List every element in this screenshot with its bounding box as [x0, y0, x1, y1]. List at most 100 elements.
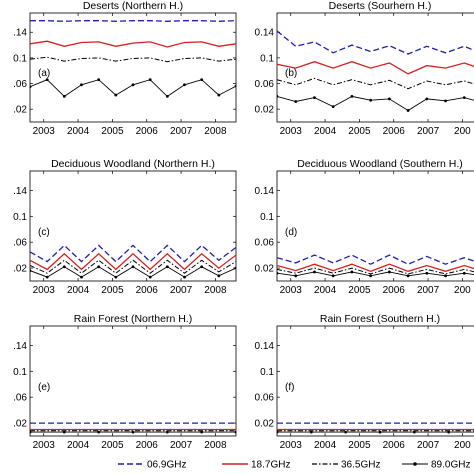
series-point [350, 270, 354, 274]
series-point [217, 274, 221, 278]
legend-label: 36.5GHz [341, 460, 380, 471]
series-point [131, 83, 135, 87]
series-line-89.0GHz [277, 95, 474, 112]
y-tick-label: .06 [13, 238, 27, 249]
x-tick-label: 2003 [33, 285, 56, 296]
series-point [200, 430, 204, 434]
y-tick-label: 0.1 [260, 53, 274, 64]
series-point [331, 274, 335, 278]
series-point [425, 97, 429, 101]
series-line-06.9GHz [30, 244, 236, 263]
series-line-18.7GHz [30, 252, 236, 271]
series-point [369, 274, 373, 278]
series-point [183, 83, 186, 87]
panel-label: (d) [285, 227, 297, 238]
x-tick-label: 2004 [67, 126, 90, 137]
series-point [30, 269, 32, 273]
y-tick-label: 0.14 [255, 28, 275, 39]
panel-f: Rain Forest (Southern H.) (f) 2003 2004 2005… [255, 313, 474, 451]
series-line-89.0GHz [30, 79, 236, 97]
series-point [344, 430, 348, 434]
x-tick-label: 2008 [204, 126, 227, 137]
series-point [131, 265, 135, 269]
series-point [369, 98, 373, 102]
series-group [30, 20, 236, 98]
series-point [313, 270, 316, 274]
series-point [444, 274, 447, 278]
panel-label: (f) [285, 382, 294, 393]
panel-title: Deciduous Woodland (Northern H.) [51, 158, 215, 170]
y-tick-label: .14 [13, 28, 27, 39]
y-tick-label: 0.02 [255, 105, 275, 116]
x-tick-label: 2007 [417, 285, 440, 296]
y-tick-label: .02 [13, 105, 27, 116]
series-point [277, 94, 279, 98]
series-line-06.9GHz [30, 20, 236, 22]
series-point [462, 271, 466, 275]
series-point [331, 105, 335, 109]
series-point [447, 430, 451, 434]
series-point [234, 84, 236, 88]
series-line-36.5GHz [30, 259, 236, 274]
y-tick-label: .06 [13, 79, 27, 90]
series-group [30, 422, 236, 434]
x-tick-label: 2004 [314, 285, 337, 296]
x-tick-label: 2007 [170, 126, 193, 137]
series-point [387, 97, 391, 101]
series-point [200, 265, 204, 269]
x-tick-label: 2005 [348, 285, 371, 296]
legend-marker [413, 462, 417, 466]
y-tick-label: 0.06 [255, 238, 275, 249]
x-tick-label: 2005 [348, 126, 371, 137]
x-tick-label: 2007 [170, 440, 193, 451]
x-tick-label: 2007 [417, 126, 440, 137]
panel-title: Deserts (Sourhern H.) [329, 0, 432, 12]
series-line-36.5GHz [277, 267, 474, 275]
series-point [200, 78, 204, 82]
y-tick-label: .02 [13, 419, 27, 430]
series-point [309, 430, 313, 434]
y-tick-label: 0.1 [13, 367, 27, 378]
series-point [97, 265, 101, 269]
series-point [444, 99, 447, 103]
y-tick-label: 0.1 [260, 367, 274, 378]
series-point [148, 78, 152, 82]
series-line-89.0GHz [277, 271, 474, 277]
x-tick-label: 2006 [383, 285, 406, 296]
series-line-36.5GHz [277, 77, 474, 90]
series-point [97, 78, 101, 82]
panel-title: Deserts (Northern H.) [83, 0, 183, 12]
series-point [294, 274, 298, 278]
series-point [165, 265, 169, 269]
y-tick-label: 0.14 [255, 341, 275, 352]
series-point [387, 270, 391, 274]
series-line-06.9GHz [277, 30, 474, 55]
x-tick-label: 2006 [383, 126, 406, 137]
series-point [462, 96, 466, 100]
series-line-89.0GHz [30, 266, 236, 278]
x-tick-label: 2004 [67, 440, 90, 451]
x-tick-label: 2006 [136, 285, 159, 296]
series-point [45, 275, 49, 279]
x-tick-label: 2005 [101, 440, 124, 451]
plot-frame [276, 170, 474, 282]
plot-frame [276, 325, 474, 437]
series-point [62, 265, 66, 269]
panel-d: Deciduous Woodland (Southern H.) (d) 2003 2… [255, 158, 474, 296]
y-tick-label: .02 [13, 264, 27, 275]
series-point [80, 83, 83, 87]
series-point [97, 430, 101, 434]
series-point [80, 275, 83, 279]
y-tick-label: 0.1 [260, 212, 274, 223]
panel-title: Rain Forest (Southern H.) [320, 313, 440, 325]
series-point [45, 78, 49, 82]
series-group [277, 422, 474, 434]
series-point [277, 271, 279, 275]
x-tick-label: 2008 [204, 285, 227, 296]
series-group [30, 244, 236, 279]
series-line-06.9GHz [277, 254, 474, 265]
y-tick-label: 0.14 [255, 186, 275, 197]
series-point [62, 94, 66, 98]
series-point [30, 430, 32, 434]
